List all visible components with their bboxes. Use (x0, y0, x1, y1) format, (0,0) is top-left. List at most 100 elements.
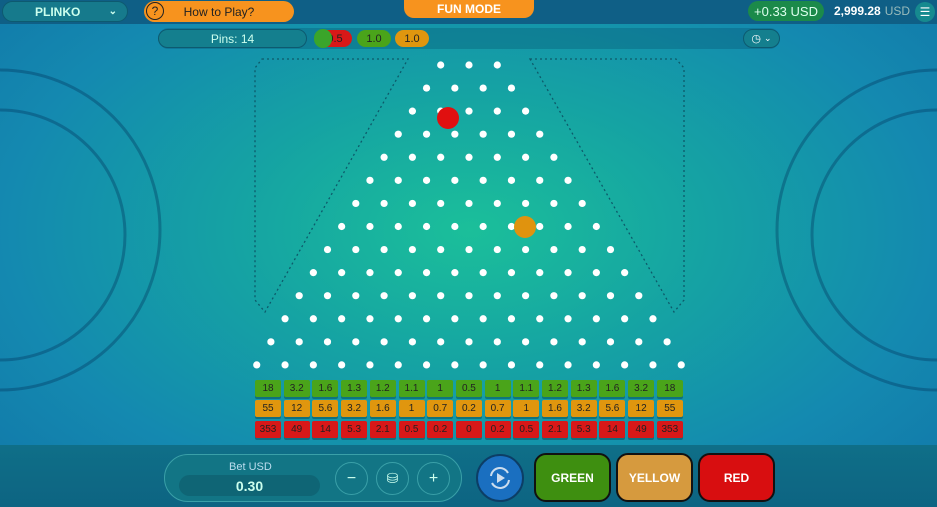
pin (564, 222, 572, 231)
multiplier-yellow: 0.7 (484, 400, 511, 417)
pin (295, 292, 303, 300)
pin (338, 222, 346, 231)
pin (437, 245, 445, 254)
how-to-play-label: How to Play? (183, 4, 255, 19)
yellow-drop-button[interactable]: YELLOW (616, 453, 693, 502)
multiplier-red: 353 (656, 421, 683, 438)
decor-ring (810, 108, 937, 362)
pin (564, 315, 572, 323)
multiplier-red: 0.5 (398, 421, 425, 438)
pin (408, 153, 416, 161)
multiplier-green: 1 (427, 380, 454, 397)
autoplay-icon (490, 467, 510, 489)
bet-presets-button[interactable]: ⛁ (376, 462, 409, 495)
red-drop-button[interactable]: RED (698, 453, 775, 502)
decrease-bet-button[interactable]: − (335, 462, 368, 495)
pin (635, 338, 643, 346)
game-select-label: PLINKO (35, 4, 81, 19)
pin (408, 245, 416, 254)
history-chip: 1.0 (395, 30, 429, 47)
pin (550, 153, 558, 161)
green-drop-button[interactable]: GREEN (534, 453, 611, 502)
last-win-badge: +0.33 USD (748, 1, 824, 21)
pin (352, 338, 360, 346)
hamburger-icon: ☰ (919, 5, 931, 19)
multiplier-green: 3.2 (283, 380, 310, 397)
pin (465, 199, 473, 208)
pin (649, 361, 657, 369)
game-select[interactable]: PLINKO ⌄ (2, 1, 128, 22)
multiplier-red: 353 (255, 421, 281, 438)
pin (536, 269, 544, 277)
plus-icon: + (428, 469, 439, 487)
pin (394, 269, 402, 277)
pin (592, 361, 600, 369)
pin (253, 361, 261, 369)
pin (621, 315, 629, 323)
pin (507, 130, 516, 138)
pin (437, 292, 445, 300)
board-guide-left (254, 58, 410, 314)
pin (422, 269, 431, 277)
multiplier-green: 1.3 (570, 380, 597, 397)
pin (323, 245, 332, 254)
history-button[interactable]: ◷ ⌄ (743, 29, 780, 48)
pin (479, 130, 487, 138)
autoplay-button[interactable] (476, 454, 524, 502)
pin (338, 315, 346, 323)
pin (606, 338, 615, 346)
multiplier-red: 0 (455, 421, 482, 438)
pin (479, 315, 487, 323)
pin (550, 199, 558, 208)
ball-yellow (514, 216, 536, 238)
pin (536, 222, 544, 231)
pin (437, 61, 445, 69)
pin (522, 292, 530, 300)
pin (352, 245, 360, 254)
menu-button[interactable]: ☰ (915, 2, 935, 22)
pin (621, 361, 629, 369)
pin (281, 315, 289, 323)
multiplier-green: 18 (255, 380, 281, 397)
multiplier-yellow: 12 (283, 400, 310, 417)
bet-input[interactable]: 0.30 (179, 475, 320, 496)
how-to-play-button[interactable]: ? How to Play? (144, 1, 294, 22)
decor-ring (0, 108, 127, 362)
balance-amount: 2,999.28 (834, 4, 881, 18)
pin (536, 176, 544, 184)
pin (394, 315, 402, 323)
multiplier-green: 1.1 (398, 380, 425, 397)
multiplier-green: 1.1 (513, 380, 540, 397)
pin (592, 315, 600, 323)
pins-select[interactable]: Pins: 14 (158, 29, 307, 48)
multiplier-yellow: 1 (398, 400, 425, 417)
pin (635, 292, 643, 300)
pin (451, 269, 459, 277)
pin (522, 338, 530, 346)
multiplier-yellow: 5.6 (599, 400, 626, 417)
pin (536, 361, 544, 369)
pin (479, 361, 487, 369)
pin (606, 245, 615, 254)
multiplier-red: 0.5 (513, 421, 540, 438)
increase-bet-button[interactable]: + (417, 462, 450, 495)
pin (451, 176, 459, 184)
multiplier-yellow: 55 (656, 400, 683, 417)
multiplier-yellow: 3.2 (341, 400, 368, 417)
multiplier-green: 1.2 (542, 380, 568, 397)
multiplier-red: 49 (283, 421, 310, 438)
multiplier-red: 0.2 (484, 421, 511, 438)
pin (437, 338, 445, 346)
history-value: 1.0 (366, 32, 382, 45)
pin (437, 153, 445, 161)
pin (465, 107, 473, 115)
pin (422, 315, 431, 323)
decor-ring (775, 68, 937, 392)
multiplier-green: 1.3 (341, 380, 368, 397)
plinko-board (253, 58, 685, 369)
multiplier-green: 3.2 (628, 380, 655, 397)
balance: 2,999.28 USD (834, 4, 910, 18)
multiplier-yellow: 1.6 (369, 400, 396, 417)
multiplier-green: 1.6 (599, 380, 626, 397)
pin (479, 176, 487, 184)
